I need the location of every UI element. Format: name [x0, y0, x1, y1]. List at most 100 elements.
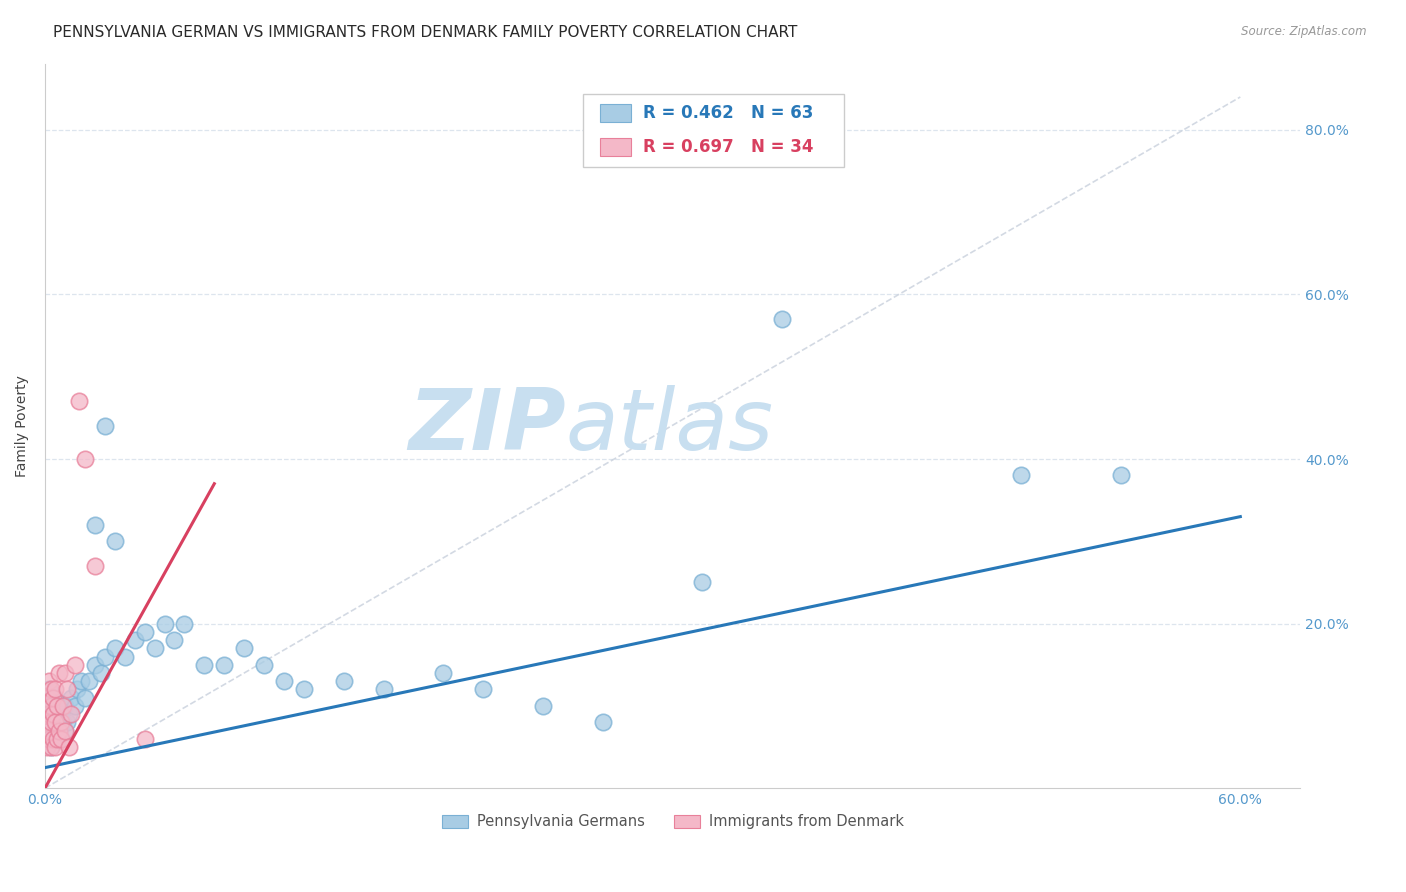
Point	[35, 707, 58, 722]
Point	[38, 715, 60, 730]
Point	[44, 682, 66, 697]
Point	[153, 616, 176, 631]
Point	[44, 690, 66, 705]
Point	[39, 690, 62, 705]
Point	[48, 723, 70, 738]
Point	[45, 731, 67, 746]
Point	[39, 739, 62, 754]
Point	[273, 674, 295, 689]
Point	[59, 707, 82, 722]
Point	[39, 715, 62, 730]
Point	[66, 682, 89, 697]
Point	[53, 665, 76, 680]
Point	[134, 624, 156, 639]
Point	[49, 731, 72, 746]
Point	[333, 674, 356, 689]
Point	[531, 698, 554, 713]
Point	[77, 674, 100, 689]
Point	[45, 715, 67, 730]
Point	[45, 698, 67, 713]
Point	[42, 690, 65, 705]
Point	[90, 665, 112, 680]
Point	[48, 665, 70, 680]
Point	[134, 731, 156, 746]
Point	[253, 657, 276, 672]
Point	[432, 665, 454, 680]
Point	[67, 394, 90, 409]
Point	[69, 674, 91, 689]
Point	[39, 707, 62, 722]
Point	[42, 731, 65, 746]
Point	[39, 723, 62, 738]
Point	[35, 739, 58, 754]
Point	[38, 674, 60, 689]
Point	[59, 690, 82, 705]
Point	[48, 723, 70, 738]
Point	[48, 698, 70, 713]
Point	[104, 534, 127, 549]
Text: ZIP: ZIP	[408, 384, 565, 467]
Point	[53, 723, 76, 738]
Point	[163, 633, 186, 648]
Point	[73, 690, 96, 705]
Point	[49, 715, 72, 730]
Point	[373, 682, 395, 697]
Point	[35, 690, 58, 705]
Point	[52, 715, 75, 730]
Point	[38, 731, 60, 746]
Point	[1109, 468, 1132, 483]
Point	[38, 682, 60, 697]
Point	[58, 707, 80, 722]
Point	[49, 707, 72, 722]
Point	[49, 731, 72, 746]
Point	[83, 657, 105, 672]
Point	[73, 452, 96, 467]
Point	[42, 707, 65, 722]
Text: PENNSYLVANIA GERMAN VS IMMIGRANTS FROM DENMARK FAMILY POVERTY CORRELATION CHART: PENNSYLVANIA GERMAN VS IMMIGRANTS FROM D…	[53, 25, 797, 40]
Text: R = 0.697   N = 34: R = 0.697 N = 34	[643, 138, 813, 156]
Point	[114, 649, 136, 664]
Point	[124, 633, 146, 648]
Point	[193, 657, 215, 672]
Point	[233, 641, 256, 656]
Point	[45, 731, 67, 746]
Y-axis label: Family Poverty: Family Poverty	[15, 376, 30, 477]
Point	[39, 682, 62, 697]
Point	[93, 649, 115, 664]
Text: Source: ZipAtlas.com: Source: ZipAtlas.com	[1241, 25, 1367, 38]
Point	[38, 731, 60, 746]
Point	[42, 731, 65, 746]
Point	[53, 698, 76, 713]
Point	[35, 723, 58, 738]
Point	[35, 715, 58, 730]
Point	[214, 657, 236, 672]
Point	[83, 559, 105, 574]
Point	[44, 739, 66, 754]
Point	[38, 698, 60, 713]
Legend: Pennsylvania Germans, Immigrants from Denmark: Pennsylvania Germans, Immigrants from De…	[436, 808, 910, 835]
Point	[58, 739, 80, 754]
Point	[472, 682, 495, 697]
Point	[53, 723, 76, 738]
Point	[770, 312, 793, 326]
Text: atlas: atlas	[565, 384, 773, 467]
Text: R = 0.462   N = 63: R = 0.462 N = 63	[643, 104, 813, 122]
Point	[56, 715, 79, 730]
Point	[1010, 468, 1032, 483]
Point	[39, 739, 62, 754]
Point	[63, 698, 86, 713]
Point	[44, 707, 66, 722]
Point	[83, 517, 105, 532]
Point	[42, 698, 65, 713]
Point	[38, 723, 60, 738]
Point	[44, 715, 66, 730]
Point	[104, 641, 127, 656]
Point	[52, 698, 75, 713]
Point	[93, 419, 115, 434]
Point	[56, 682, 79, 697]
Point	[39, 698, 62, 713]
Point	[143, 641, 166, 656]
Point	[692, 575, 714, 590]
Point	[63, 657, 86, 672]
Point	[592, 715, 614, 730]
